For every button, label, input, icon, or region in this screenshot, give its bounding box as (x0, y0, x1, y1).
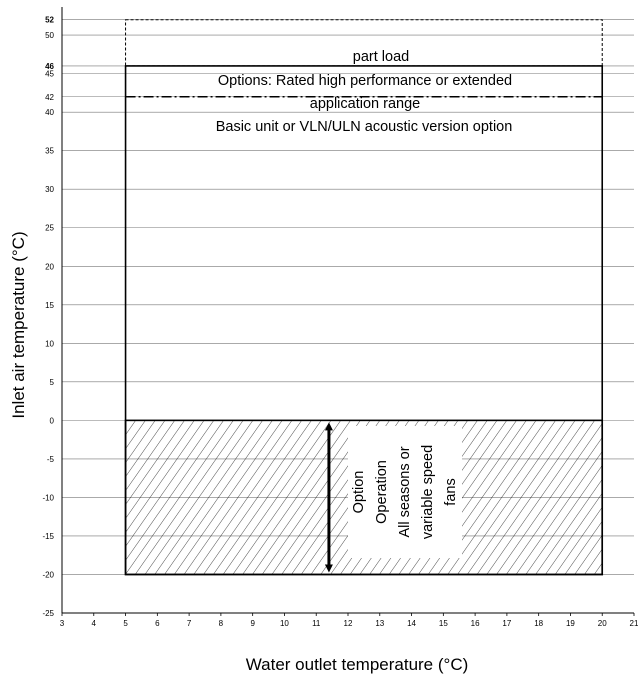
y-tick-label: 10 (45, 339, 54, 348)
options-label-line-2: application range (310, 96, 420, 112)
tick-labels: -25-20-15-10-505101520253035404245465052… (42, 16, 638, 628)
x-tick-label: 13 (375, 619, 384, 628)
y-tick-label: -25 (42, 609, 54, 618)
x-tick-label: 8 (219, 619, 224, 628)
basic-unit-label: Basic unit or VLN/ULN acoustic version o… (216, 119, 513, 135)
x-tick-label: 14 (407, 619, 416, 628)
y-axis-title: Inlet air temperature (°C) (9, 231, 28, 418)
y-tick-label: 5 (50, 378, 55, 387)
x-tick-label: 11 (312, 619, 321, 628)
x-tick-label: 4 (92, 619, 97, 628)
y-tick-label: 40 (45, 108, 54, 117)
x-tick-label: 5 (123, 619, 128, 628)
y-tick-label: 35 (45, 147, 54, 156)
part-load-label: part load (353, 49, 409, 65)
y-tick-label: -15 (42, 532, 54, 541)
option-label-backdrop (348, 426, 462, 558)
y-tick-label: 15 (45, 301, 54, 310)
x-tick-label: 10 (280, 619, 289, 628)
x-tick-label: 12 (344, 619, 353, 628)
option-label-line-2: Operation (374, 460, 390, 524)
y-tick-label: 42 (45, 93, 54, 102)
option-label-line-5: fans (443, 478, 459, 505)
x-tick-label: 20 (598, 619, 607, 628)
option-label-line-1: Option (351, 471, 367, 514)
option-label-line-3: All seasons or (397, 446, 413, 537)
x-tick-label: 9 (250, 619, 255, 628)
x-tick-label: 6 (155, 619, 160, 628)
option-label-line-4: variable speed (420, 445, 436, 539)
x-axis-title: Water outlet temperature (°C) (246, 655, 469, 674)
y-tick-label: 25 (45, 224, 54, 233)
x-tick-label: 17 (502, 619, 511, 628)
y-tick-label: -10 (42, 493, 54, 502)
y-tick-label: -20 (42, 570, 54, 579)
y-tick-label: 46 (45, 62, 54, 71)
y-tick-label: 20 (45, 262, 54, 271)
x-tick-label: 18 (534, 619, 543, 628)
part-load-region (125, 19, 603, 67)
x-tick-label: 16 (471, 619, 480, 628)
x-tick-label: 3 (60, 619, 65, 628)
y-tick-label: 45 (45, 70, 54, 79)
y-tick-label: 50 (45, 31, 54, 40)
x-tick-label: 19 (566, 619, 575, 628)
x-tick-label: 15 (439, 619, 448, 628)
x-tick-label: 7 (187, 619, 192, 628)
y-tick-label: 52 (45, 16, 54, 25)
y-tick-label: 30 (45, 185, 54, 194)
options-label-line-1: Options: Rated high performance or exten… (218, 73, 512, 89)
y-tick-label: -5 (47, 455, 55, 464)
x-tick-label: 21 (630, 619, 638, 628)
y-tick-label: 0 (50, 416, 55, 425)
